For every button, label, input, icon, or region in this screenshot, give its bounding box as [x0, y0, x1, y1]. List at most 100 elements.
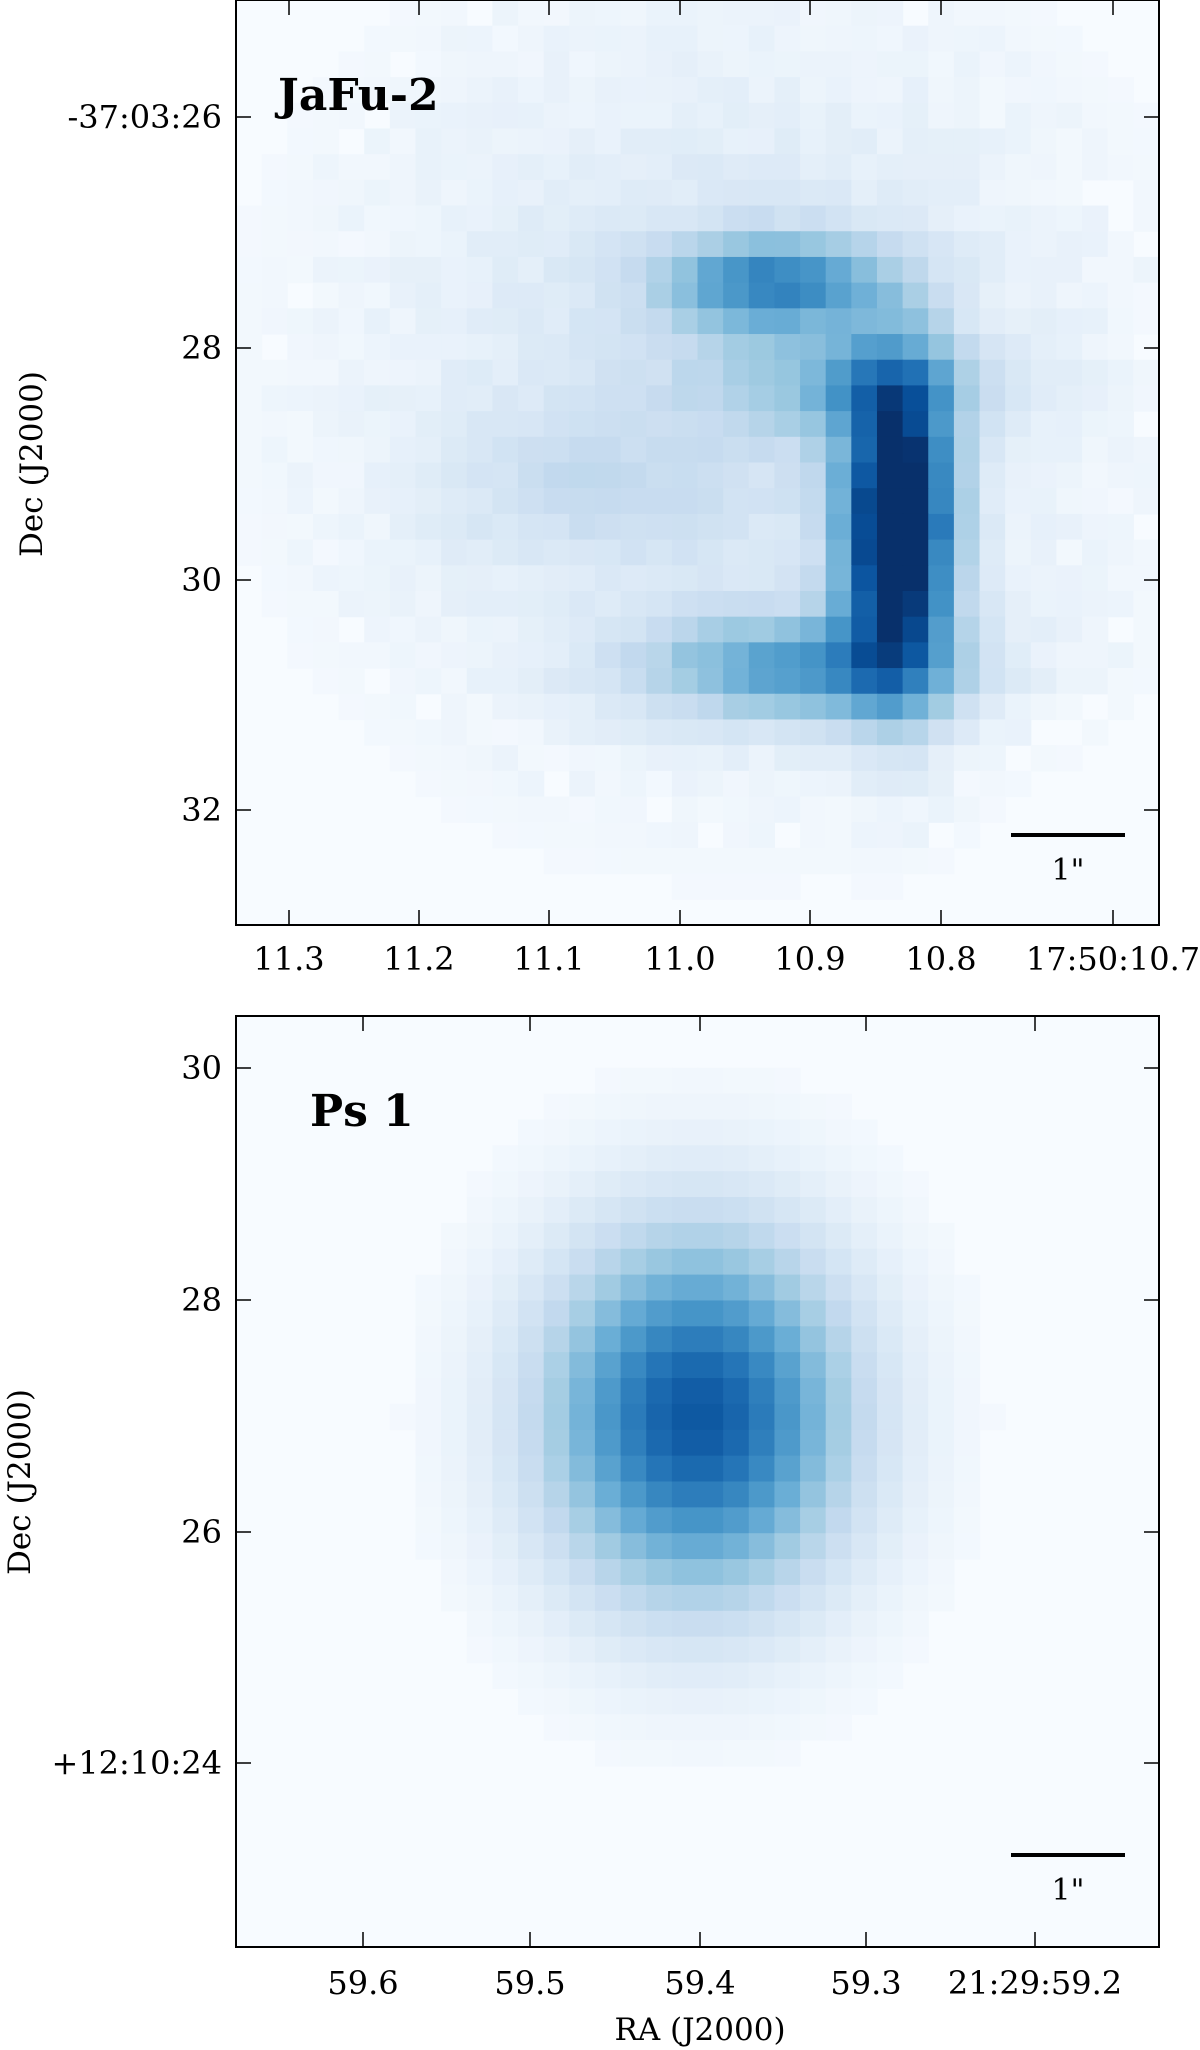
image-pixel [1056, 25, 1083, 52]
image-pixel [646, 1067, 673, 1095]
image-pixel [1056, 205, 1083, 232]
image-pixel [594, 1197, 622, 1224]
image-pixel [928, 1455, 955, 1483]
image-pixel [236, 205, 263, 232]
image-pixel [800, 77, 827, 104]
image-pixel [851, 1403, 878, 1431]
image-pixel [646, 0, 673, 27]
image-pixel [671, 0, 699, 27]
image-pixel [620, 128, 647, 155]
image-pixel [979, 128, 1006, 155]
image-pixel [902, 1533, 929, 1560]
image-pixel [620, 256, 647, 284]
image-pixel [748, 539, 776, 566]
image-pixel [748, 1533, 776, 1560]
image-pixel [697, 256, 724, 284]
image-pixel [671, 51, 699, 78]
image-pixel [338, 179, 365, 207]
image-pixel [774, 1067, 801, 1095]
image-pixel [748, 282, 776, 309]
image-pixel [415, 436, 442, 464]
image-pixel [723, 513, 750, 541]
image-pixel [236, 308, 263, 335]
image-pixel [902, 436, 929, 464]
image-pixel [569, 1610, 596, 1638]
image-pixel [902, 1222, 929, 1250]
image-pixel [543, 745, 570, 772]
image-pixel [851, 334, 878, 361]
image-pixel [364, 282, 391, 309]
jafu2-xtick-label: 11.3 [253, 940, 324, 978]
image-pixel [312, 128, 340, 155]
image-pixel [518, 154, 545, 181]
ps1-xtick-label: 59.6 [327, 1964, 398, 2002]
image-pixel [697, 745, 724, 772]
image-pixel [441, 1378, 468, 1405]
image-pixel [671, 668, 699, 695]
image-pixel [928, 1248, 955, 1276]
image-pixel [518, 1533, 545, 1560]
image-pixel [748, 1067, 776, 1095]
image-pixel [953, 565, 981, 592]
image-pixel [415, 1352, 442, 1379]
image-pixel [543, 1145, 570, 1172]
image-pixel [851, 385, 878, 412]
image-pixel [1005, 334, 1032, 361]
image-pixel [774, 1429, 801, 1457]
image-pixel [594, 745, 622, 772]
image-pixel [851, 1533, 878, 1560]
image-pixel [697, 334, 724, 361]
ps1-y-ticks [236, 1067, 1159, 1764]
image-pixel [979, 334, 1006, 361]
image-pixel [774, 1584, 801, 1612]
image-pixel [312, 668, 340, 695]
image-pixel [876, 488, 904, 515]
image-pixel [1056, 256, 1083, 284]
image-pixel [594, 1300, 622, 1327]
image-pixel [594, 462, 622, 489]
image-pixel [312, 462, 340, 489]
image-pixel [492, 668, 519, 695]
image-pixel [492, 1533, 519, 1560]
image-pixel [671, 719, 699, 746]
image-pixel [364, 616, 391, 643]
image-pixel [620, 1533, 647, 1560]
image-pixel [1005, 462, 1032, 489]
image-pixel [697, 1740, 724, 1767]
image-pixel [902, 1481, 929, 1508]
image-pixel [569, 1507, 596, 1534]
image-pixel [518, 128, 545, 155]
image-pixel [415, 488, 442, 515]
image-pixel [671, 796, 699, 823]
image-pixel [646, 1559, 673, 1586]
image-pixel [979, 668, 1006, 695]
image-pixel [851, 1326, 878, 1353]
image-pixel [723, 231, 750, 258]
image-pixel [466, 1636, 493, 1664]
image-pixel [543, 359, 570, 387]
image-pixel [825, 436, 852, 464]
image-pixel [1005, 719, 1032, 746]
image-pixel [466, 693, 493, 721]
image-pixel [825, 385, 852, 412]
image-pixel [569, 796, 596, 823]
image-pixel [723, 102, 750, 130]
image-pixel [492, 25, 519, 52]
image-pixel [1107, 513, 1134, 541]
image-pixel [800, 231, 827, 258]
image-pixel [620, 847, 647, 875]
image-pixel [543, 822, 570, 849]
image-pixel [774, 0, 801, 27]
image-pixel [953, 154, 981, 181]
image-pixel [851, 796, 878, 823]
image-pixel [723, 1378, 750, 1405]
image-pixel [825, 462, 852, 489]
image-pixel [671, 1662, 699, 1689]
panel-jafu2-frame [235, 0, 1160, 926]
image-pixel [518, 693, 545, 721]
image-pixel [620, 1093, 647, 1121]
image-pixel [594, 513, 622, 541]
image-pixel [441, 1507, 468, 1534]
image-pixel [569, 1093, 596, 1121]
